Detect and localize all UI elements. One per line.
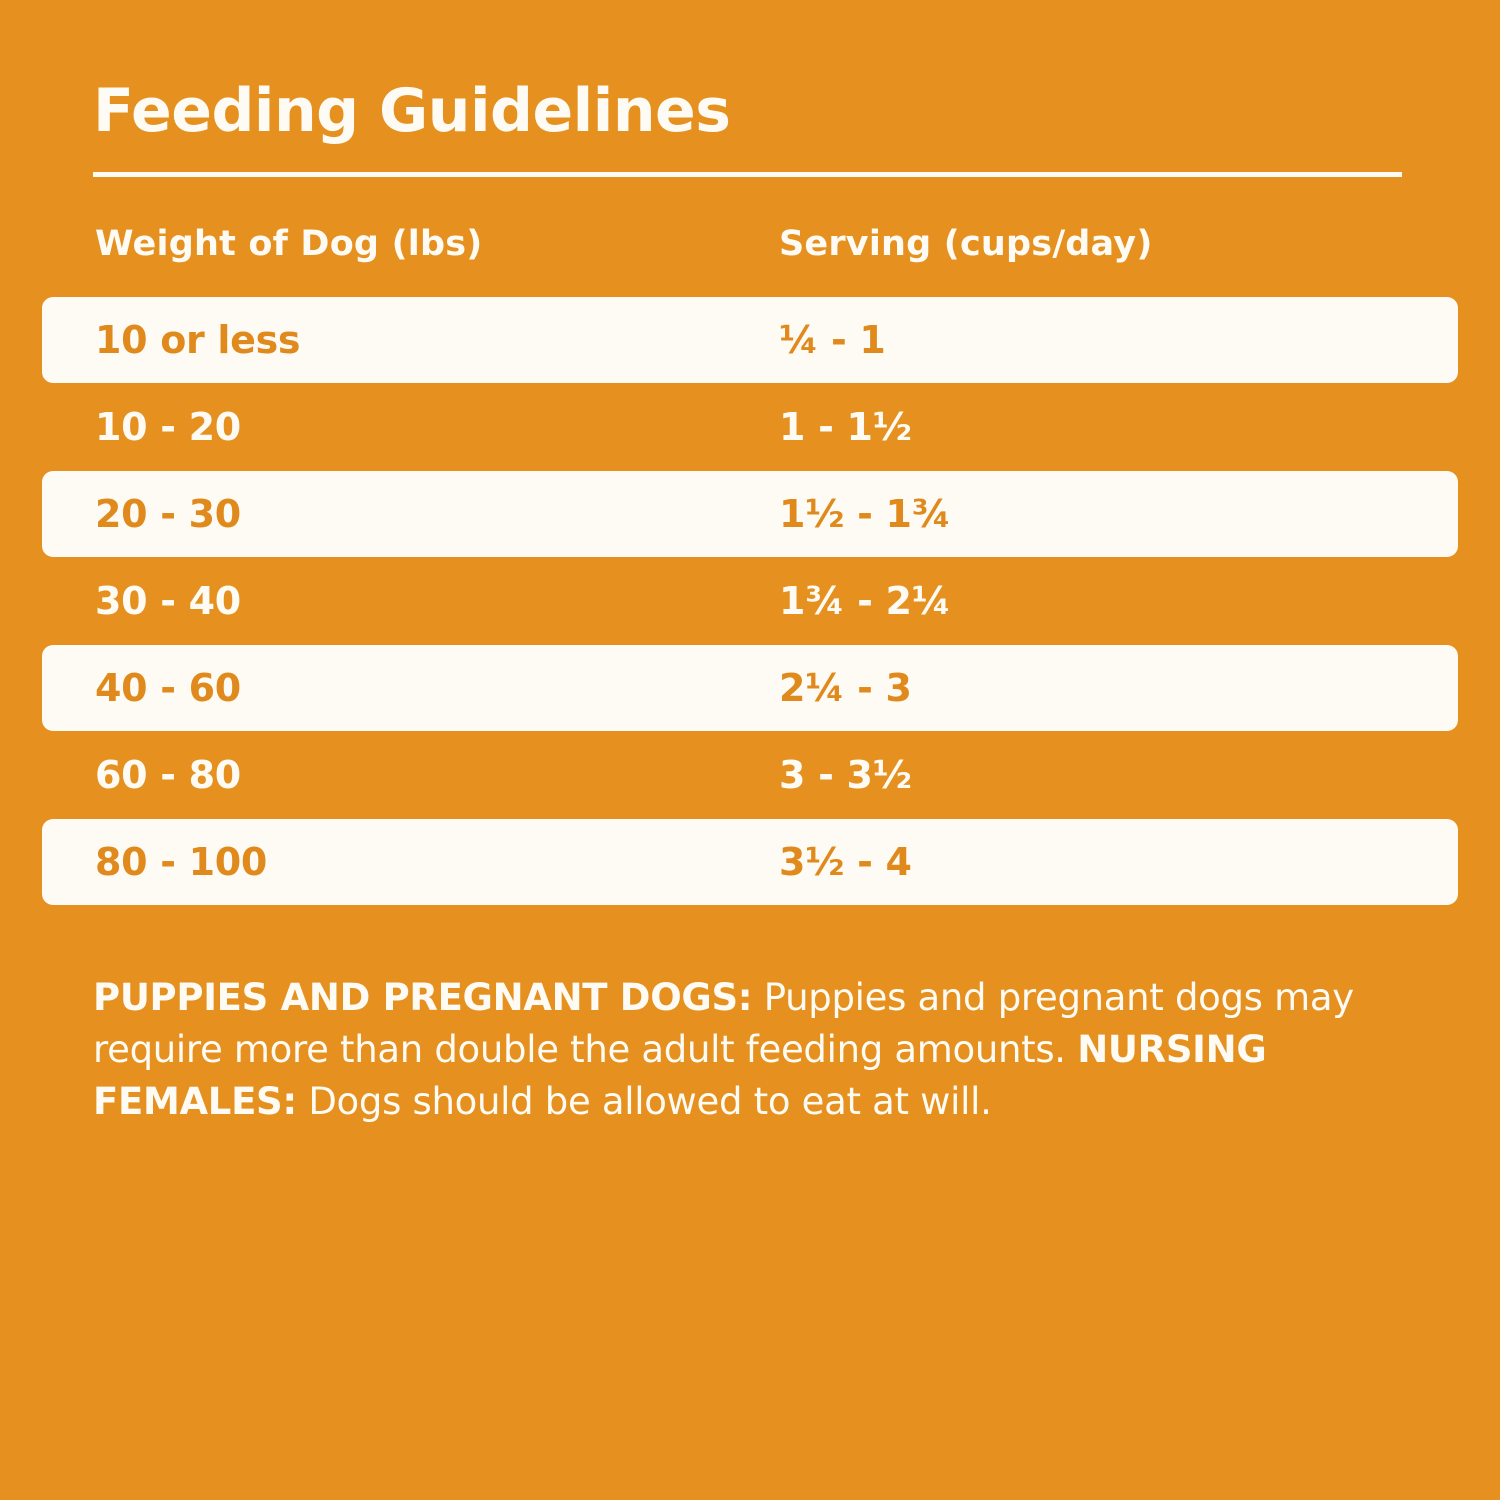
feeding-note: PUPPIES AND PREGNANT DOGS: Puppies and p…	[93, 972, 1423, 1128]
cell-serving: 3½ - 4	[779, 840, 912, 884]
row-background	[42, 819, 1458, 905]
note-nursing-label: NURSING FEMALES:	[93, 1028, 1267, 1123]
cell-weight: 30 - 40	[95, 579, 241, 623]
table-row: 80 - 100 3½ - 4	[0, 819, 1500, 906]
row-background	[42, 297, 1458, 383]
row-background	[42, 558, 1458, 644]
cell-serving: 1¾ - 2¼	[779, 579, 951, 623]
row-background	[42, 384, 1458, 470]
note-puppies-label: PUPPIES AND PREGNANT DOGS:	[93, 976, 753, 1019]
table-row: 30 - 40 1¾ - 2¼	[0, 558, 1500, 645]
cell-weight: 10 or less	[95, 318, 301, 362]
cell-serving: 3 - 3½	[779, 753, 912, 797]
cell-weight: 10 - 20	[95, 405, 241, 449]
cell-serving: 1 - 1½	[779, 405, 912, 449]
table-row: 10 or less ¼ - 1	[0, 297, 1500, 384]
table-row: 40 - 60 2¼ - 3	[0, 645, 1500, 732]
page-title: Feeding Guidelines	[93, 76, 731, 146]
cell-serving: ¼ - 1	[779, 318, 886, 362]
cell-serving: 2¼ - 3	[779, 666, 912, 710]
table-row: 60 - 80 3 - 3½	[0, 732, 1500, 819]
table-row: 10 - 20 1 - 1½	[0, 384, 1500, 471]
cell-weight: 20 - 30	[95, 492, 241, 536]
table-row: 20 - 30 1½ - 1¾	[0, 471, 1500, 558]
note-nursing-text: Dogs should be allowed to eat at will.	[296, 1080, 992, 1123]
cell-serving: 1½ - 1¾	[779, 492, 951, 536]
title-divider	[93, 172, 1402, 177]
row-background	[42, 645, 1458, 731]
cell-weight: 80 - 100	[95, 840, 268, 884]
table-column-headers: Weight of Dog (lbs) Serving (cups/day)	[0, 222, 1500, 278]
note-puppies-text: Puppies and pregnant dogs may require mo…	[93, 976, 1354, 1071]
cell-weight: 40 - 60	[95, 666, 241, 710]
column-header-serving: Serving (cups/day)	[779, 224, 1153, 264]
row-background	[42, 732, 1458, 818]
feeding-table: 10 or less ¼ - 1 10 - 20 1 - 1½ 20 - 30 …	[0, 297, 1500, 906]
column-header-weight: Weight of Dog (lbs)	[95, 224, 483, 264]
row-background	[42, 471, 1458, 557]
cell-weight: 60 - 80	[95, 753, 241, 797]
